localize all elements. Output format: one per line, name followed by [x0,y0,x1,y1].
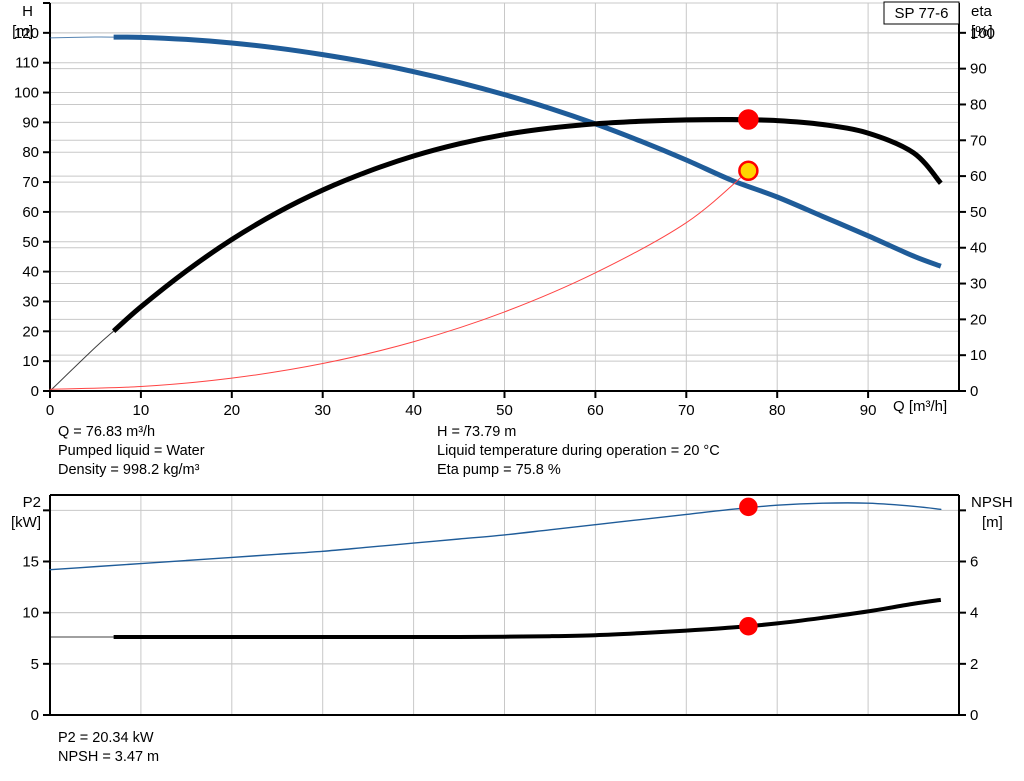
duty-point-power[interactable] [739,497,758,517]
svg-text:20: 20 [223,402,240,415]
svg-text:120: 120 [14,25,39,42]
bottom-chart-axes [43,494,966,716]
svg-text:100: 100 [14,85,39,102]
duty-point-head[interactable] [738,160,759,182]
duty-point-info-right: H = 73.79 m Liquid temperature during op… [437,423,720,480]
top-chart-grid [50,2,959,392]
svg-text:90: 90 [970,61,987,78]
svg-text:4: 4 [970,605,978,622]
svg-text:0: 0 [31,707,39,724]
svg-text:100: 100 [970,25,995,42]
power-axis-unit: [kW] [11,514,41,531]
info-eta-pump: Eta pump = 75.8 % [437,462,561,478]
top-chart-ticklabels: 0102030405060708090100110120010203040506… [14,25,995,415]
svg-text:70: 70 [970,132,987,149]
svg-text:50: 50 [970,204,987,221]
svg-text:80: 80 [970,96,987,113]
svg-text:30: 30 [314,402,331,415]
svg-text:15: 15 [22,554,39,571]
svg-text:60: 60 [587,402,604,415]
bottom-chart-ticklabels: 0 5 10 15 0 2 4 6 [22,554,978,724]
head-axis-unit: [m] [12,23,33,40]
svg-text:10: 10 [970,347,987,364]
eta-axis-title: eta [971,3,993,20]
svg-text:90: 90 [860,402,877,415]
svg-text:10: 10 [22,353,39,370]
info-head: H = 73.79 m [437,424,517,440]
info-flow: Q = 76.83 m³/h [58,424,156,440]
svg-text:6: 6 [970,554,978,571]
svg-text:0: 0 [970,383,978,400]
svg-text:30: 30 [970,276,987,293]
duty-point-eta[interactable] [738,109,759,130]
svg-text:40: 40 [405,402,422,415]
svg-text:5: 5 [31,656,39,673]
pump-model-badge: SP 77-6 [883,1,960,25]
svg-text:40: 40 [22,264,39,281]
power-axis-title: P2 [23,494,41,511]
bottom-chart-grid [50,495,959,716]
info-liquid-temperature: Liquid temperature during operation = 20… [437,443,720,459]
svg-text:70: 70 [678,402,695,415]
top-chart-axes [43,2,966,398]
info-npsh: NPSH = 3.47 m [58,749,160,765]
head-efficiency-chart: 0102030405060708090100110120010203040506… [12,1,995,415]
head-axis-title: H [22,3,33,20]
duty-point-info-left: Q = 76.83 m³/h Pumped liquid = Water Den… [58,423,205,480]
svg-text:80: 80 [769,402,786,415]
info-density: Density = 998.2 kg/m³ [58,462,200,478]
svg-text:50: 50 [496,402,513,415]
svg-text:40: 40 [970,240,987,257]
svg-text:0: 0 [970,707,978,724]
svg-text:60: 60 [970,168,987,185]
svg-text:2: 2 [970,656,978,673]
svg-text:80: 80 [22,144,39,161]
npsh-axis-unit: [m] [982,514,1003,531]
info-pumped-liquid: Pumped liquid = Water [58,443,205,459]
svg-text:110: 110 [15,55,39,72]
eta-axis-unit: [%] [971,23,993,40]
pump-model-label: SP 77-6 [895,5,949,22]
svg-text:0: 0 [46,402,54,415]
svg-text:10: 10 [133,402,150,415]
duty-point-npsh[interactable] [739,616,758,636]
svg-text:30: 30 [22,293,39,310]
svg-text:70: 70 [22,174,39,191]
svg-text:50: 50 [22,234,39,251]
svg-text:10: 10 [22,605,39,622]
npsh-axis-title: NPSH [971,494,1013,511]
top-chart-curves [49,34,943,392]
top-chart-markers[interactable] [738,109,759,182]
svg-text:20: 20 [970,311,987,328]
bottom-chart-markers[interactable] [739,497,758,636]
svg-text:0: 0 [31,383,39,400]
duty-point-info-bottom: P2 = 20.34 kW NPSH = 3.47 m [58,729,159,767]
flow-axis-title: Q [m³/h] [893,398,947,415]
power-npsh-chart: 0 5 10 15 0 2 4 6 P2 [kW] NPSH [m] [11,494,1013,724]
svg-text:20: 20 [22,323,39,340]
info-power: P2 = 20.34 kW [58,730,154,746]
svg-text:90: 90 [22,114,39,131]
svg-text:60: 60 [22,204,39,221]
bottom-chart-curves [49,502,942,639]
